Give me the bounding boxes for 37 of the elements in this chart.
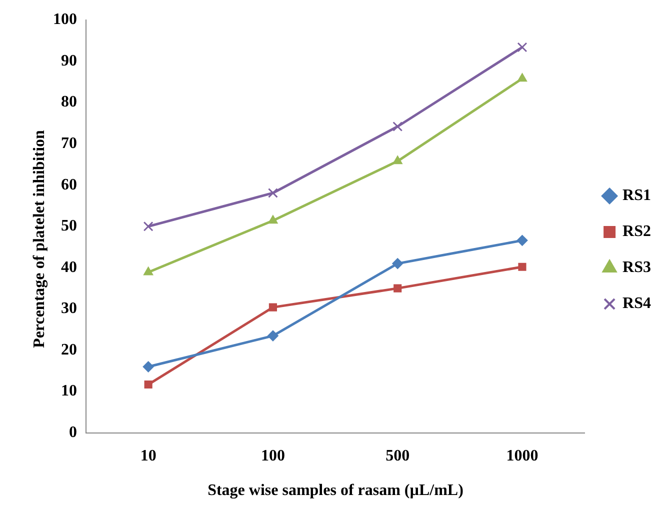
y-axis-title: Percentage of platelet inhibition xyxy=(31,129,49,350)
point xyxy=(267,330,278,342)
point xyxy=(392,156,402,164)
point xyxy=(516,234,528,246)
y-tick-label: 50 xyxy=(61,218,77,235)
y-tick-label: 0 xyxy=(69,424,77,441)
point xyxy=(268,188,278,198)
y-tick-label: 40 xyxy=(61,258,77,276)
y-tick-label: 70 xyxy=(61,134,77,152)
point xyxy=(392,122,403,132)
x-tick-label: 10 xyxy=(140,448,156,465)
x-tick-label: 1000 xyxy=(506,448,538,465)
point xyxy=(144,380,152,389)
point xyxy=(517,73,528,82)
y-tick-label: 20 xyxy=(61,341,77,358)
point xyxy=(268,215,278,224)
legend-label: RS2 xyxy=(622,223,651,240)
y-tick-label: 10 xyxy=(61,382,77,400)
y-tick-label: 30 xyxy=(61,300,77,318)
legend-label: RS1 xyxy=(622,187,651,204)
point xyxy=(268,303,277,312)
point xyxy=(143,266,154,276)
point xyxy=(143,221,154,232)
legend-label: RS3 xyxy=(622,259,651,276)
y-tick-label: 90 xyxy=(61,52,77,70)
x-tick-label: 500 xyxy=(386,448,410,465)
point xyxy=(517,42,528,52)
y-tick-label: 100 xyxy=(53,11,77,28)
x-axis-title: Stage wise samples of rasam (µL/mL) xyxy=(206,482,464,500)
point xyxy=(392,258,404,270)
y-tick-label: 80 xyxy=(61,94,77,111)
point xyxy=(142,361,154,372)
point xyxy=(518,262,526,271)
y-tick-label: 60 xyxy=(61,176,77,194)
legend-label: RS4 xyxy=(622,295,651,312)
x-tick-label: 100 xyxy=(260,448,285,465)
point xyxy=(394,284,402,292)
